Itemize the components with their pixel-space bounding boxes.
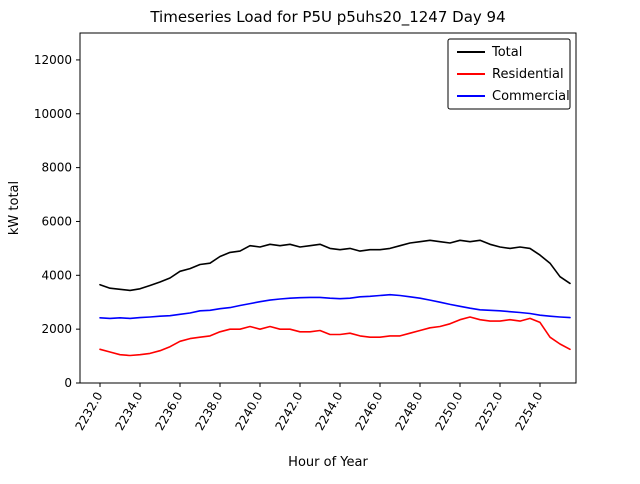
y-tick-label: 4000 xyxy=(41,268,72,282)
x-tick-label: 2244.0 xyxy=(312,390,345,433)
legend: Total Residential Commercial xyxy=(447,38,571,110)
x-tick-label: 2240.0 xyxy=(232,390,265,433)
y-tick-label: 2000 xyxy=(41,322,72,336)
x-tick-label: 2248.0 xyxy=(392,390,425,433)
legend-label-residential: Residential xyxy=(492,67,564,82)
y-tick-label: 0 xyxy=(64,376,72,390)
x-axis-label: Hour of Year xyxy=(288,455,368,470)
x-tick-label: 2238.0 xyxy=(192,390,225,433)
x-tick-label: 2252.0 xyxy=(472,390,505,433)
y-tick-label: 6000 xyxy=(41,214,72,228)
legend-box xyxy=(447,38,571,110)
x-tick-label: 2234.0 xyxy=(112,390,145,433)
x-tick-label: 2254.0 xyxy=(512,390,545,433)
series-line-residential xyxy=(99,316,571,357)
x-tick-label: 2246.0 xyxy=(352,390,385,433)
y-axis-label: kW total xyxy=(7,181,22,235)
series-line-commercial xyxy=(99,293,571,320)
legend-label-total: Total xyxy=(491,45,522,60)
chart-title: Timeseries Load for P5U p5uhs20_1247 Day… xyxy=(149,8,505,27)
legend-label-commercial: Commercial xyxy=(492,89,570,104)
y-tick-label: 10000 xyxy=(34,107,72,121)
x-tick-label: 2232.0 xyxy=(72,390,105,433)
x-axis-ticks: 2232.0 2234.0 2236.0 2238.0 2240.0 2242.0 2244… xyxy=(72,383,546,433)
y-tick-label: 8000 xyxy=(41,161,72,175)
x-tick-label: 2250.0 xyxy=(432,390,465,433)
x-tick-label: 2242.0 xyxy=(272,390,305,433)
x-tick-label: 2236.0 xyxy=(152,390,185,433)
axes-frame xyxy=(79,32,577,384)
series-lines xyxy=(99,239,571,357)
series-line-total xyxy=(99,239,571,292)
plot-area: 2232.0 2234.0 2236.0 2238.0 2240.0 2242.0 2244… xyxy=(34,32,577,433)
y-axis-ticks: 0 2000 4000 6000 8000 10000 12000 xyxy=(34,53,80,390)
y-tick-label: 12000 xyxy=(34,53,72,67)
